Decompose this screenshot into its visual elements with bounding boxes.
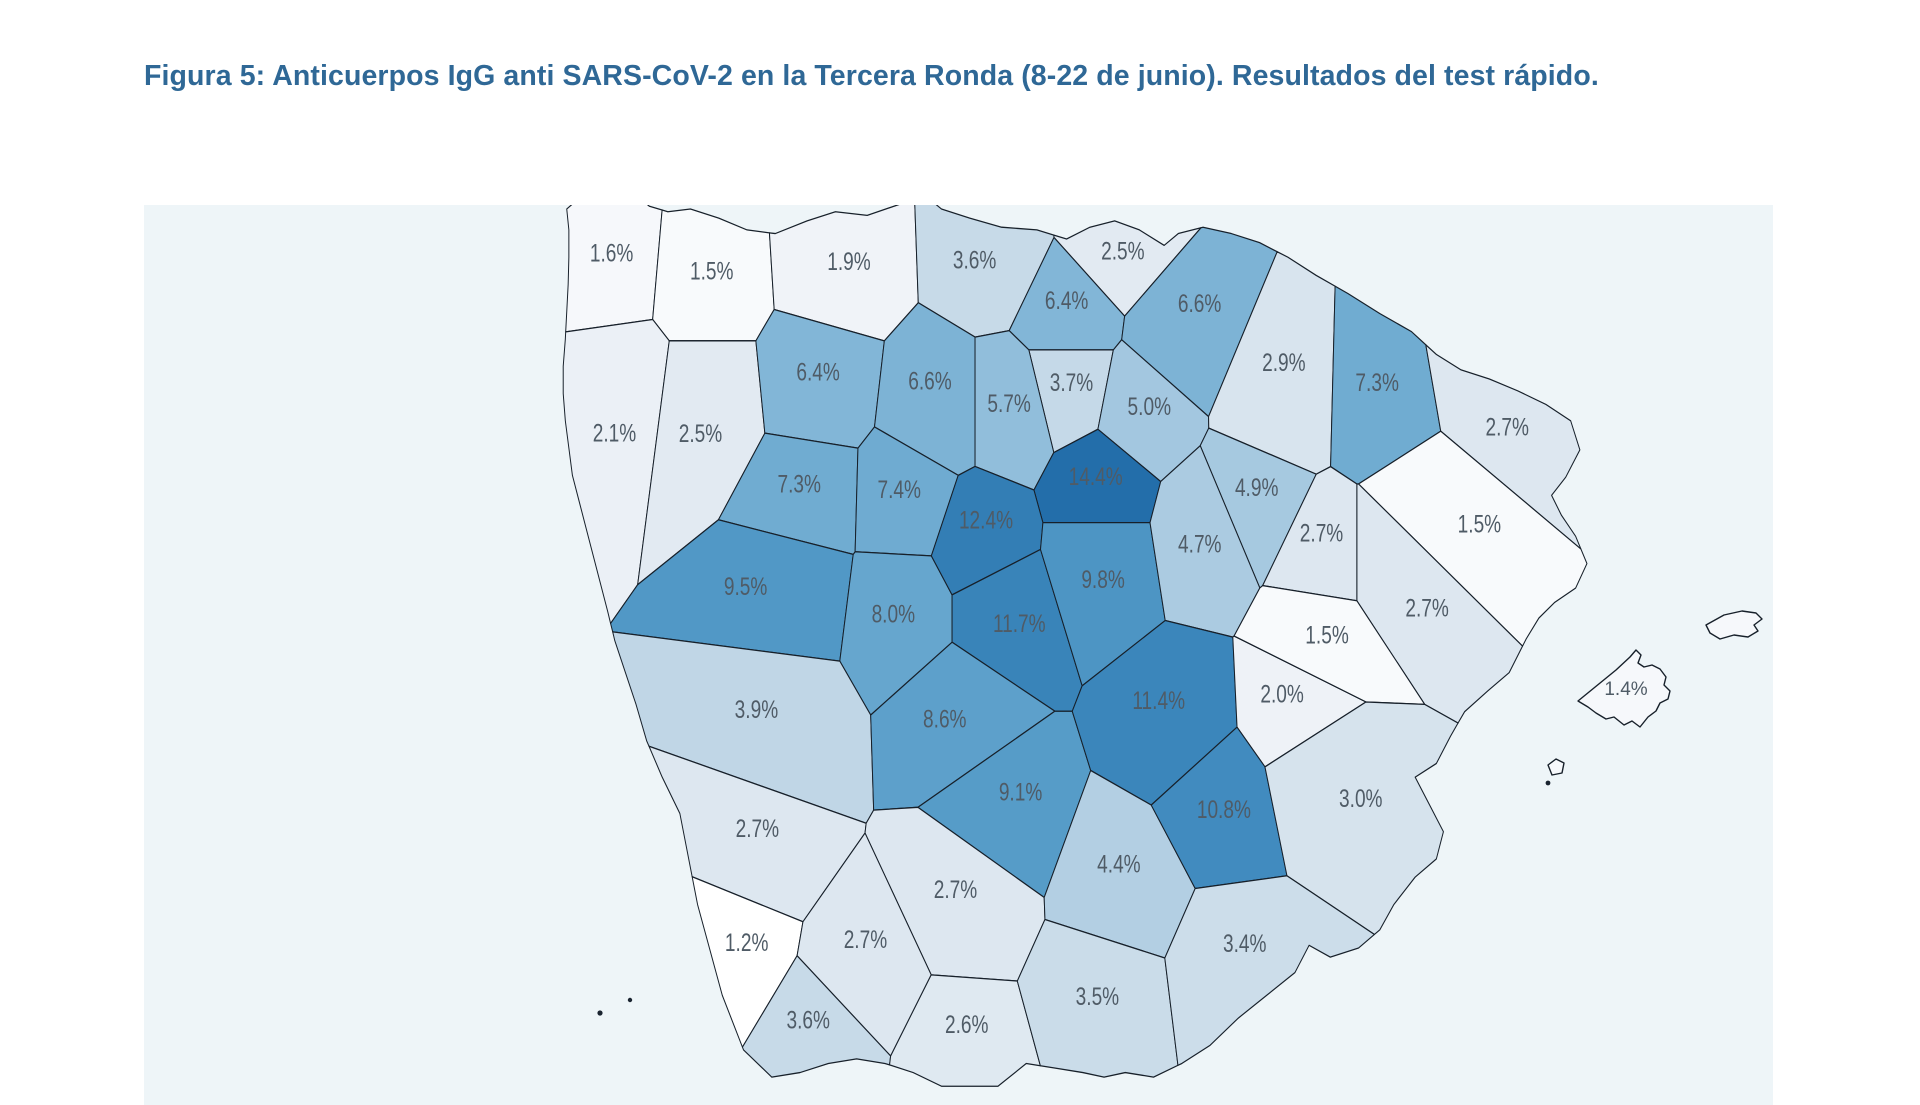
- svg-text:2.6%: 2.6%: [945, 1011, 988, 1039]
- svg-text:9.5%: 9.5%: [724, 572, 767, 600]
- svg-text:6.6%: 6.6%: [908, 367, 951, 395]
- svg-text:1.6%: 1.6%: [590, 239, 633, 267]
- svg-text:1.5%: 1.5%: [1458, 510, 1501, 538]
- svg-text:6.4%: 6.4%: [1045, 287, 1088, 315]
- svg-text:1.2%: 1.2%: [725, 929, 768, 957]
- svg-text:3.9%: 3.9%: [735, 696, 778, 724]
- svg-text:4.9%: 4.9%: [1235, 474, 1278, 502]
- svg-text:7.4%: 7.4%: [878, 476, 921, 504]
- svg-text:6.6%: 6.6%: [1178, 290, 1221, 318]
- svg-text:7.3%: 7.3%: [777, 470, 820, 498]
- svg-text:1.9%: 1.9%: [827, 248, 870, 276]
- svg-text:3.0%: 3.0%: [1339, 785, 1382, 813]
- svg-text:5.0%: 5.0%: [1128, 393, 1171, 421]
- svg-text:1.4%: 1.4%: [1604, 679, 1647, 700]
- svg-text:3.6%: 3.6%: [787, 1006, 830, 1034]
- svg-text:2.7%: 2.7%: [844, 926, 887, 954]
- svg-text:10.8%: 10.8%: [1197, 796, 1251, 824]
- svg-text:5.7%: 5.7%: [987, 390, 1030, 418]
- svg-text:2.7%: 2.7%: [1300, 519, 1343, 547]
- svg-text:3.4%: 3.4%: [1223, 930, 1266, 958]
- svg-text:2.7%: 2.7%: [1405, 594, 1448, 622]
- svg-text:11.7%: 11.7%: [993, 609, 1046, 637]
- svg-text:1.5%: 1.5%: [690, 257, 733, 285]
- svg-text:4.4%: 4.4%: [1097, 850, 1140, 878]
- svg-text:2.5%: 2.5%: [679, 420, 722, 448]
- svg-text:2.7%: 2.7%: [1485, 413, 1528, 441]
- svg-text:9.1%: 9.1%: [999, 778, 1042, 806]
- svg-text:11.4%: 11.4%: [1132, 687, 1185, 715]
- svg-text:8.0%: 8.0%: [872, 600, 915, 628]
- svg-text:3.6%: 3.6%: [953, 246, 996, 274]
- svg-text:2.5%: 2.5%: [1101, 237, 1144, 265]
- svg-text:6.4%: 6.4%: [796, 358, 839, 386]
- svg-text:2.9%: 2.9%: [1262, 349, 1305, 377]
- svg-text:3.7%: 3.7%: [1050, 369, 1093, 397]
- svg-text:4.7%: 4.7%: [1178, 530, 1221, 558]
- svg-text:2.7%: 2.7%: [736, 815, 779, 843]
- svg-text:7.3%: 7.3%: [1355, 369, 1398, 397]
- svg-text:2.0%: 2.0%: [1260, 680, 1303, 708]
- svg-text:2.7%: 2.7%: [934, 875, 977, 903]
- svg-text:14.4%: 14.4%: [1069, 463, 1123, 491]
- svg-text:12.4%: 12.4%: [959, 506, 1013, 534]
- svg-text:2.1%: 2.1%: [593, 419, 636, 447]
- svg-text:9.8%: 9.8%: [1081, 566, 1124, 594]
- svg-text:8.6%: 8.6%: [923, 705, 966, 733]
- svg-text:1.5%: 1.5%: [1305, 621, 1348, 649]
- svg-text:3.5%: 3.5%: [1076, 983, 1119, 1011]
